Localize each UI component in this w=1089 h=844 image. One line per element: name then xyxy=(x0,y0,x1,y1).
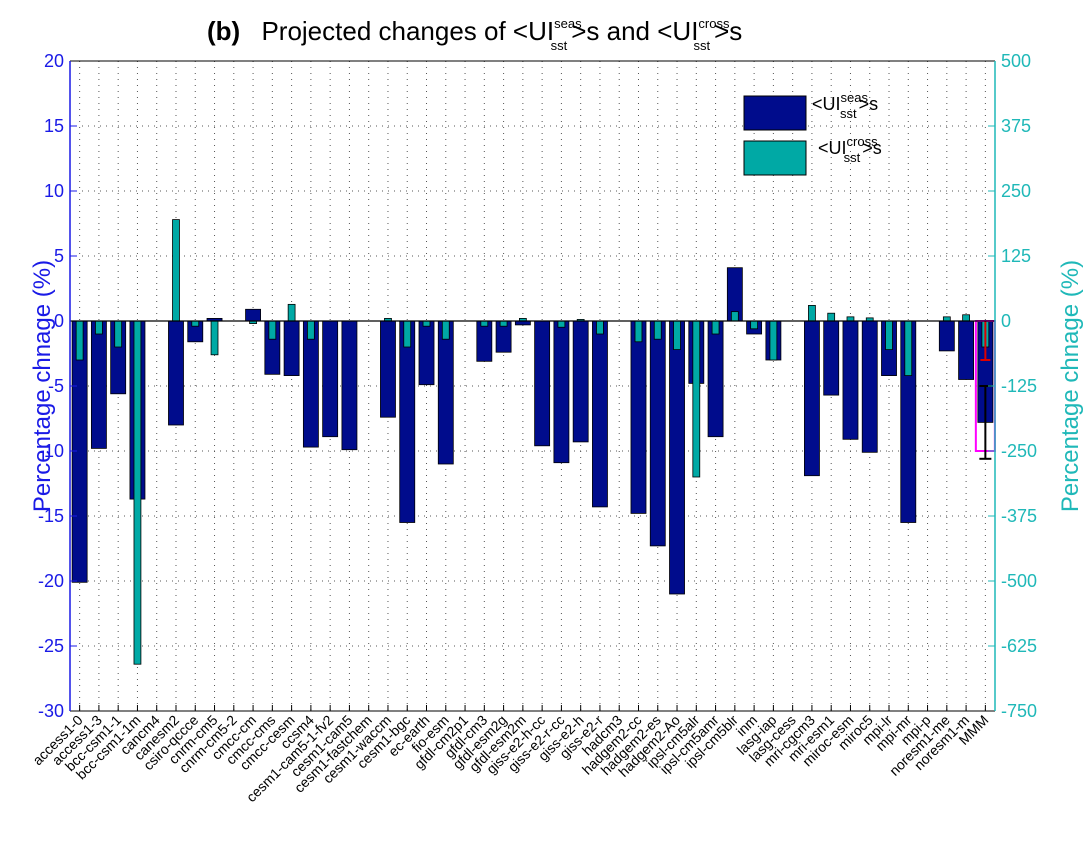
bar-cross xyxy=(750,320,758,330)
y-tick-label-right: -125 xyxy=(1001,376,1037,396)
y-tick-label-right: -625 xyxy=(1001,636,1037,656)
legend-label-cross: <UIcross sst >s xyxy=(818,134,882,165)
bar-cross xyxy=(133,320,142,665)
bar-cross xyxy=(634,320,643,343)
bar-cross xyxy=(480,320,489,327)
bar-layer xyxy=(71,219,996,665)
y-tick-label-right: -375 xyxy=(1001,506,1037,526)
chart-title: (b) Projected changes of <UIseas sst >s an… xyxy=(207,16,742,53)
bar-seas xyxy=(572,320,589,443)
y-axis-label-left: Percentage chnage (%) xyxy=(29,260,56,512)
legend-swatch-seas xyxy=(743,95,807,131)
bar-seas xyxy=(245,308,261,322)
bar-cross xyxy=(846,316,855,322)
bar-seas xyxy=(823,320,840,396)
title-panel-label: (b) xyxy=(207,16,240,46)
bar-seas xyxy=(669,320,685,595)
legend-label-seas: <UIseas sst >s xyxy=(812,90,878,121)
bar-cross xyxy=(711,320,720,335)
y-tick-label-right: 250 xyxy=(1001,181,1031,201)
y-axis-label-right: Percentage chnage (%) xyxy=(1057,260,1084,512)
bar-seas xyxy=(341,320,358,451)
bar-seas xyxy=(842,320,859,440)
bar-cross xyxy=(673,320,681,351)
bar-cross xyxy=(75,320,84,361)
bar-cross xyxy=(557,320,566,328)
bar-seas xyxy=(283,320,300,376)
y-tick-label-left: 0 xyxy=(54,311,64,331)
y-tick-label-left: 20 xyxy=(44,51,64,71)
y-tick-label-left: 5 xyxy=(54,246,64,266)
y-tick-label-left: -25 xyxy=(38,636,64,656)
bar-cross xyxy=(827,312,836,322)
bar-cross xyxy=(769,320,778,361)
bar-cross xyxy=(885,320,893,351)
bar-seas xyxy=(938,320,955,352)
bar-seas xyxy=(630,320,647,514)
bar-cross xyxy=(808,304,816,322)
bar-seas xyxy=(649,320,666,547)
bar-seas xyxy=(707,320,724,438)
legend: <UIseas sst >s <UIcross sst >s xyxy=(743,90,882,176)
bar-seas xyxy=(861,320,878,453)
bar-cross xyxy=(403,320,412,348)
bar-cross xyxy=(191,320,200,327)
y-tick-label-right: -250 xyxy=(1001,441,1037,461)
bar-cross xyxy=(210,320,219,356)
legend-swatch-cross xyxy=(743,140,807,176)
bar-seas xyxy=(399,320,416,523)
bar-seas xyxy=(168,320,184,426)
bar-cross xyxy=(287,303,296,322)
y-tick-label-left: -30 xyxy=(38,701,64,721)
title-sup-1: seas xyxy=(554,16,582,31)
bar-cross xyxy=(422,320,431,327)
bar-seas xyxy=(302,320,319,448)
bar-seas xyxy=(592,320,608,508)
bar-seas xyxy=(437,320,454,465)
title-mid: >s and <UI xyxy=(571,16,698,46)
title-sub-1: sst xyxy=(551,38,568,53)
axis-layer: -30 -25 -20 -15 -10 -5 0 5 10 15 20 -750 -625 -500 -37… xyxy=(29,51,1037,805)
y-tick-label-left: -10 xyxy=(38,441,64,461)
y-tick-label-right: 125 xyxy=(1001,246,1031,266)
bar-cross xyxy=(95,320,103,335)
title-tail: >s xyxy=(714,16,742,46)
bar-cross xyxy=(942,316,951,322)
bar-cross xyxy=(499,320,508,327)
bar-cross xyxy=(904,320,913,376)
bar-cross xyxy=(114,320,123,348)
y-tick-label-right: -750 xyxy=(1001,701,1037,721)
bar-seas xyxy=(534,320,551,447)
y-tick-label-right: 500 xyxy=(1001,51,1031,71)
bar-seas xyxy=(804,320,820,477)
bar-seas xyxy=(418,320,435,386)
bar-seas xyxy=(380,320,396,418)
bar-cross xyxy=(596,320,604,335)
y-tick-label-right: 0 xyxy=(1001,311,1011,331)
bar-cross xyxy=(441,320,450,340)
bar-cross xyxy=(307,320,315,340)
y-tick-label-left: -5 xyxy=(48,376,64,396)
bar-seas xyxy=(90,320,107,449)
bar-seas xyxy=(553,320,570,464)
y-tick-label-left: -20 xyxy=(38,571,64,591)
y-tick-label-left: -15 xyxy=(38,506,64,526)
bar-cross xyxy=(172,219,180,322)
bar-cross xyxy=(268,320,277,340)
title-sup-2: cross xyxy=(698,16,730,31)
bar-cross xyxy=(692,320,701,478)
bar-seas xyxy=(958,320,975,380)
title-lead: Projected changes of <UI xyxy=(261,16,554,46)
bar-cross xyxy=(962,314,970,322)
y-tick-label-right: 375 xyxy=(1001,116,1031,136)
y-tick-label-left: 15 xyxy=(44,116,64,136)
y-tick-label-left: 10 xyxy=(44,181,64,201)
bar-seas xyxy=(476,320,493,362)
y-tick-label-right: -500 xyxy=(1001,571,1037,591)
bar-cross xyxy=(730,311,739,322)
bar-seas xyxy=(322,320,339,438)
title-sub-2: sst xyxy=(693,38,710,53)
bar-cross xyxy=(653,320,662,340)
